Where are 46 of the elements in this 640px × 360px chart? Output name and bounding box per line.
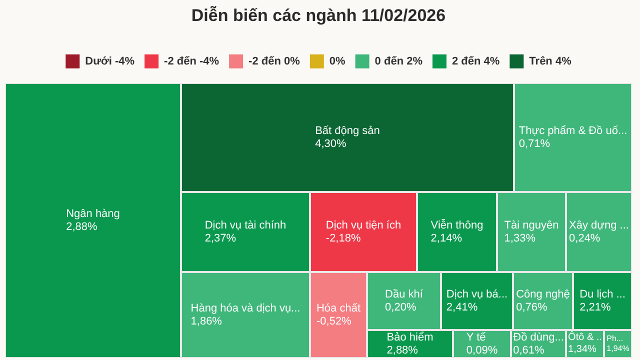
category-label: Bảo hiểm xyxy=(386,332,434,344)
data-label: 1,34% xyxy=(568,344,597,355)
data-label: 1,33% xyxy=(504,232,536,245)
category-label: Ngân hàng xyxy=(66,208,120,220)
legend-label: 2 đến 4% xyxy=(452,55,500,68)
data-label: 2,41% xyxy=(446,302,478,314)
category-label: Du lịch ... xyxy=(580,288,626,301)
data-label: 0,71% xyxy=(518,138,550,150)
data-label: 4,30% xyxy=(315,138,346,150)
data-label: 0,09% xyxy=(466,344,498,357)
data-label: 2,88% xyxy=(386,344,418,357)
data-label: -2,18% xyxy=(326,232,361,245)
data-label: 2,14% xyxy=(430,232,462,245)
text: Diễn biến các ngành 11/02/2026 xyxy=(191,6,446,25)
data-label: 1,86% xyxy=(190,316,222,328)
category-label: Ôtô & .. xyxy=(568,330,602,343)
data-label: 0,61% xyxy=(513,344,545,357)
legend-label: -2 đến -4% xyxy=(164,55,220,68)
category-label: Đồ dùng... xyxy=(513,332,564,344)
legend-label: Dưới -4% xyxy=(85,55,135,68)
data-label: 0,76% xyxy=(516,302,548,314)
data-label: -0,52% xyxy=(316,316,352,328)
data-label: 2,88% xyxy=(66,221,98,234)
category-label: Viễn thông xyxy=(430,218,484,232)
category-label: Y tế xyxy=(466,332,486,344)
category-label: Ph... xyxy=(606,334,624,344)
legend-label: -2 đến 0% xyxy=(248,55,300,68)
category-label: Bất động sản xyxy=(315,125,380,138)
legend-label: 0% xyxy=(329,55,346,68)
data-label: 2,21% xyxy=(580,302,611,314)
legend-label: Trên 4% xyxy=(529,55,572,68)
legend-label: 0 đến 2% xyxy=(374,55,423,68)
category-label: Dịch vụ tiện ích xyxy=(326,220,402,232)
data-label: 1,94% xyxy=(606,344,630,354)
data-label: 2,37% xyxy=(204,232,236,245)
data-label: 0,20% xyxy=(385,302,416,314)
category-label: Dịch vụ tài chính xyxy=(204,220,286,232)
category-label: Dầu khí xyxy=(385,288,424,301)
category-label: Công nghệ xyxy=(516,288,570,301)
category-label: Tài nguyên xyxy=(504,220,559,232)
category-label: Thực phẩm & Đồ uố... xyxy=(518,125,628,138)
category-label: Xây dựng ... xyxy=(569,220,629,232)
category-label: Hàng hóa và dịch vụ... xyxy=(190,302,300,315)
category-label: Hóa chất xyxy=(316,302,361,315)
category-label: Dịch vụ bá... xyxy=(446,288,508,301)
data-label: 0,24% xyxy=(569,232,600,245)
